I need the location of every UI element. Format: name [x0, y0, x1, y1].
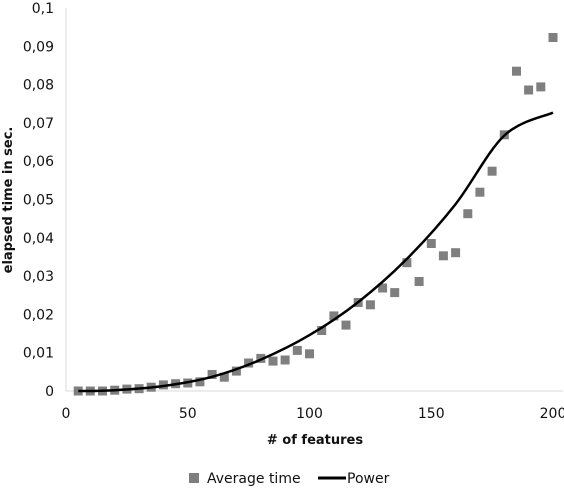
data-point	[244, 358, 254, 368]
x-tick-label: 100	[296, 406, 323, 422]
data-point	[317, 326, 327, 335]
power-trend-line	[78, 111, 554, 393]
data-point	[487, 166, 497, 176]
plot-area	[65, 8, 563, 392]
legend-label-power: Power	[347, 471, 390, 487]
x-tick-label: 50	[179, 406, 197, 422]
y-tick-label: 0,01	[23, 346, 54, 362]
y-tick-label: 0,03	[23, 269, 54, 285]
y-tick-labels: 0 0,01 0,02 0,03 0,04 0,05 0,06 0,07 0,08 0,09 0,1	[23, 1, 54, 400]
y-tick-label: 0,09	[23, 39, 54, 55]
data-point	[548, 33, 558, 42]
data-point	[329, 311, 339, 321]
data-point	[207, 370, 217, 379]
data-point	[305, 349, 314, 359]
data-point	[426, 239, 436, 248]
data-point	[414, 277, 424, 286]
legend-marker-average-time	[189, 473, 199, 483]
y-tick-label: 0,06	[23, 154, 54, 170]
legend: Average time Power	[189, 471, 390, 487]
data-point	[341, 320, 351, 330]
data-point	[524, 85, 534, 95]
data-point	[512, 66, 521, 76]
x-tick-label: 150	[418, 406, 445, 422]
x-tick-labels: 0 50 100 150 200	[62, 406, 564, 422]
data-point	[365, 300, 375, 310]
data-point	[292, 345, 302, 355]
data-point	[536, 82, 546, 92]
y-tick-label: 0,05	[23, 193, 54, 209]
legend-label-average-time: Average time	[207, 471, 301, 487]
data-point	[438, 251, 448, 261]
y-tick-label: 0,04	[23, 231, 54, 247]
y-tick-label: 0,07	[23, 116, 54, 132]
data-point	[195, 377, 205, 387]
x-tick-label: 0	[62, 406, 71, 422]
y-tick-label: 0,08	[23, 78, 54, 94]
data-point	[451, 248, 461, 258]
y-tick-label: 0	[45, 384, 54, 400]
x-tick-label: 200	[540, 406, 564, 422]
plot-background	[66, 8, 563, 391]
y-tick-label: 0,1	[32, 1, 54, 17]
data-point	[378, 283, 388, 293]
x-axis-title: # of features	[267, 433, 363, 448]
y-axis-title: elapsed time in sec.	[1, 127, 16, 274]
data-point	[219, 372, 229, 382]
y-tick-label: 0,02	[23, 307, 54, 323]
data-point	[280, 355, 290, 365]
data-point	[390, 288, 400, 298]
data-point	[231, 366, 241, 376]
data-point	[463, 209, 473, 219]
data-point	[402, 258, 412, 268]
data-marks	[73, 33, 558, 396]
data-point	[475, 187, 485, 197]
data-point	[268, 356, 278, 366]
